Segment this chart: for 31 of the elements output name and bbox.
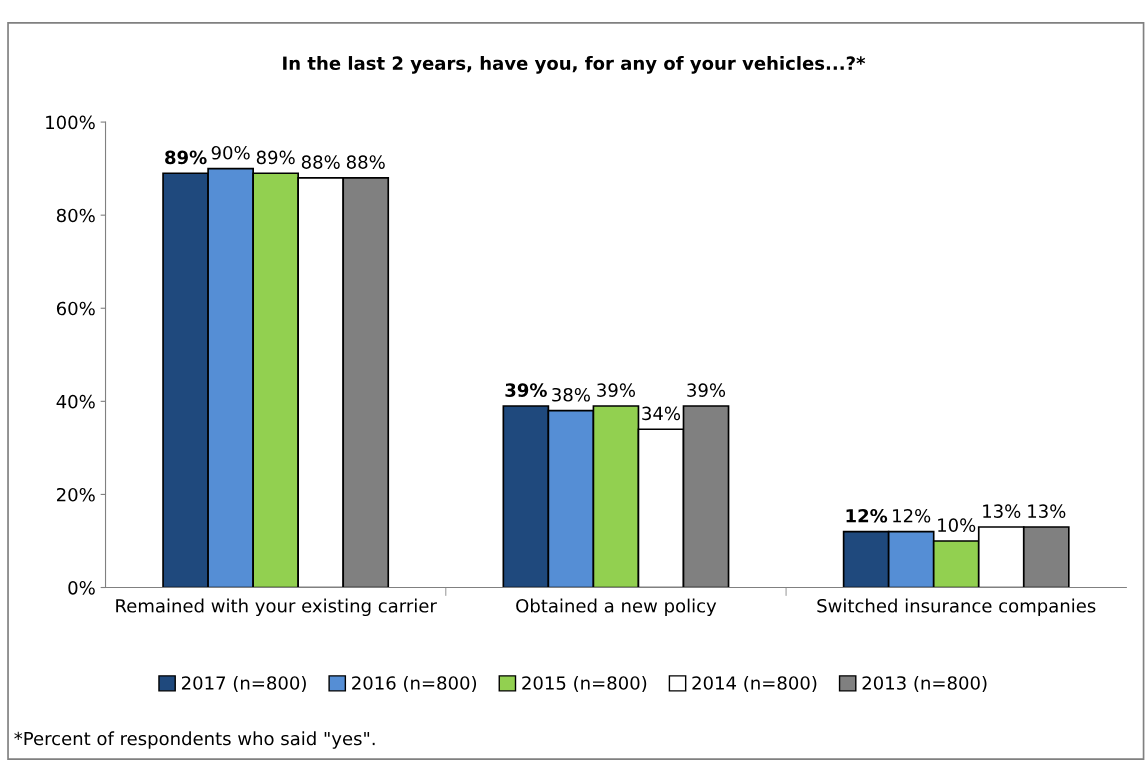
y-tick-label: 40% <box>56 394 95 409</box>
data-label: 88% <box>301 155 340 169</box>
data-label: 38% <box>552 387 590 402</box>
data-label: 39% <box>505 383 547 397</box>
data-label: 89% <box>256 150 295 165</box>
data-label: 13% <box>1028 504 1066 518</box>
y-tick-label: 0% <box>68 580 95 595</box>
y-tick-label: 20% <box>56 487 95 502</box>
data-label: 34% <box>642 406 681 421</box>
chart-title: In the last 2 years, have you, for any of your vehicles...?* <box>283 56 866 74</box>
data-label: 12% <box>846 508 888 523</box>
data-label: 90% <box>211 145 250 160</box>
data-label: 88% <box>346 155 385 169</box>
x-tick-label: Obtained a new policy <box>516 598 717 617</box>
x-tick-label: Remained with your existing carrier <box>116 598 437 617</box>
y-tick-label: 80% <box>56 208 95 223</box>
text: *Percent of respondents who said "yes". <box>14 731 375 749</box>
legend-label: 2013 (n=800) <box>862 675 987 692</box>
legend-label: 2017 (n=800) <box>181 675 306 692</box>
y-tick-label: 60% <box>56 301 95 316</box>
data-label: 39% <box>687 383 726 397</box>
data-label: 13% <box>983 504 1021 518</box>
data-label: 89% <box>165 150 207 165</box>
y-tick-label: 100% <box>46 115 95 130</box>
legend-label: 2014 (n=800) <box>692 675 817 692</box>
data-label: 39% <box>597 383 636 397</box>
data-label: 10% <box>938 518 976 532</box>
legend-label: 2016 (n=800) <box>352 675 477 692</box>
x-tick-label: Switched insurance companies <box>817 598 1096 617</box>
legend-label: 2015 (n=800) <box>522 675 647 692</box>
data-label: 12% <box>893 508 931 523</box>
